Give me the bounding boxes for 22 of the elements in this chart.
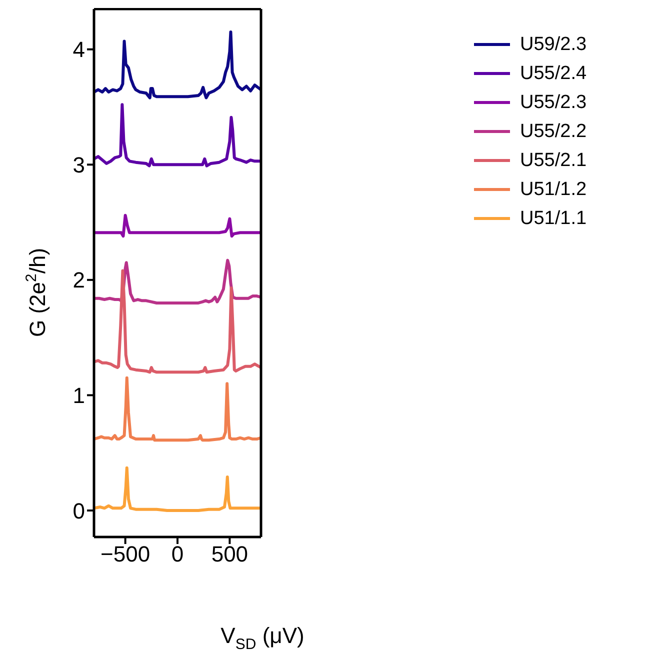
legend-label: U51/1.1 <box>520 208 587 230</box>
y-tick-label: 4 <box>72 37 85 62</box>
x-axis-title: V$_{SD}$ (μV) <box>220 623 304 653</box>
x-tick-label: −500 <box>100 542 150 567</box>
legend-label: U51/1.2 <box>520 178 587 200</box>
x-tick-label: 0 <box>171 542 184 567</box>
x-tick-label: 500 <box>211 542 248 567</box>
y-tick-label: 0 <box>72 498 85 524</box>
legend-label: U55/2.2 <box>520 120 587 142</box>
legend-label: U55/2.1 <box>520 150 587 172</box>
line-series <box>94 376 261 442</box>
y-tick-label: 1 <box>72 383 85 408</box>
legend-label: U59/2.3 <box>520 34 587 56</box>
legend-label: U55/2.3 <box>520 92 587 114</box>
line-series <box>94 30 261 100</box>
line-series <box>94 269 261 374</box>
line-series <box>94 466 261 512</box>
y-tick-label: 2 <box>72 268 85 293</box>
legend-label: U55/2.4 <box>520 62 587 84</box>
line-series <box>94 214 261 238</box>
y-tick-label: 3 <box>72 152 85 178</box>
line-series <box>94 103 261 168</box>
